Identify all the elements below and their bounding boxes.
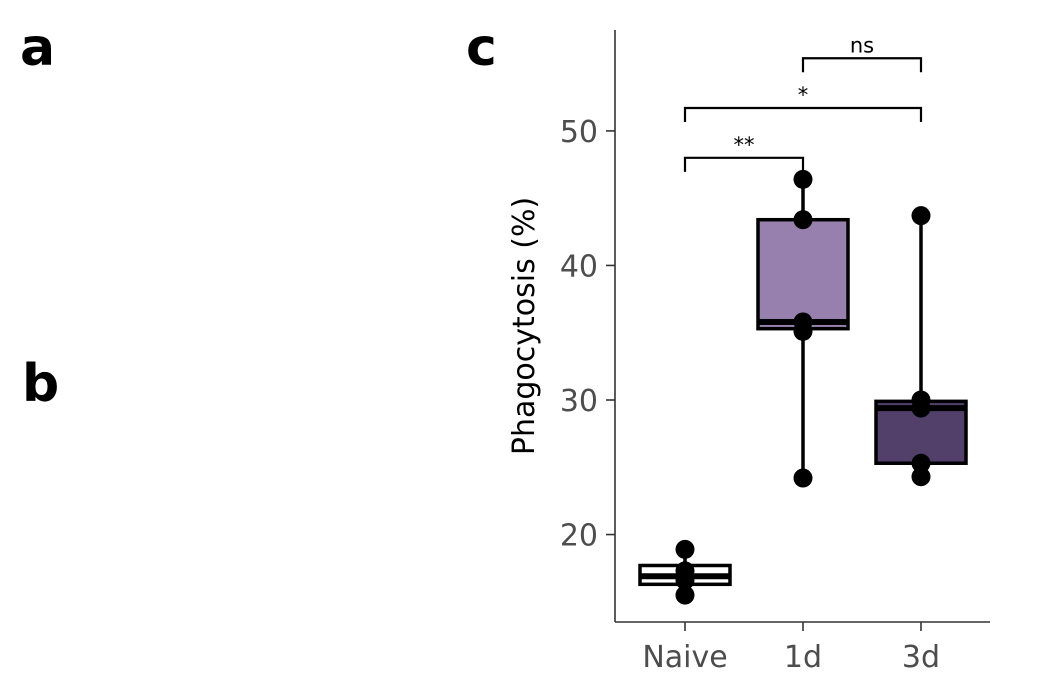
significance-label-1: * <box>798 83 809 107</box>
significance-bracket-0 <box>683 156 805 172</box>
y-tick-label-40: 40 <box>560 249 598 284</box>
panel-label-b: b <box>22 354 60 414</box>
significance-label-2: ns <box>850 33 874 57</box>
data-point-1d-0 <box>793 169 813 189</box>
y-tick-label-30: 30 <box>560 384 598 419</box>
data-point-3d-3 <box>911 453 931 473</box>
box-1d <box>756 217 850 331</box>
box-layer <box>638 179 968 596</box>
significance-label-0: ** <box>734 133 755 157</box>
data-point-3d-4 <box>911 467 931 487</box>
panel-label-c: c <box>466 18 497 78</box>
significance-bracket-2 <box>801 57 923 73</box>
data-point-1d-4 <box>793 468 813 488</box>
panel-label-a: a <box>20 18 56 78</box>
y-axis-title: Phagocytosis (%) <box>507 197 542 455</box>
data-point-3d-2 <box>911 398 931 418</box>
significance-layer: ***ns <box>683 33 923 172</box>
point-layer <box>675 169 931 605</box>
axes-layer: 20 30 40 50 Naive 1d 3d <box>560 30 990 675</box>
data-point-3d-0 <box>911 206 931 226</box>
data-point-naive-3 <box>675 585 695 605</box>
x-tick-label-1d: 1d <box>784 640 822 675</box>
y-tick-label-50: 50 <box>560 115 598 150</box>
data-point-naive-2 <box>675 570 695 590</box>
data-point-naive-0 <box>675 539 695 559</box>
data-point-1d-3 <box>793 321 813 341</box>
y-tick-label-20: 20 <box>560 519 598 554</box>
x-tick-label-3d: 3d <box>902 640 940 675</box>
significance-bracket-1 <box>683 106 923 123</box>
x-tick-label-naive: Naive <box>642 640 727 675</box>
data-point-1d-1 <box>793 210 813 230</box>
